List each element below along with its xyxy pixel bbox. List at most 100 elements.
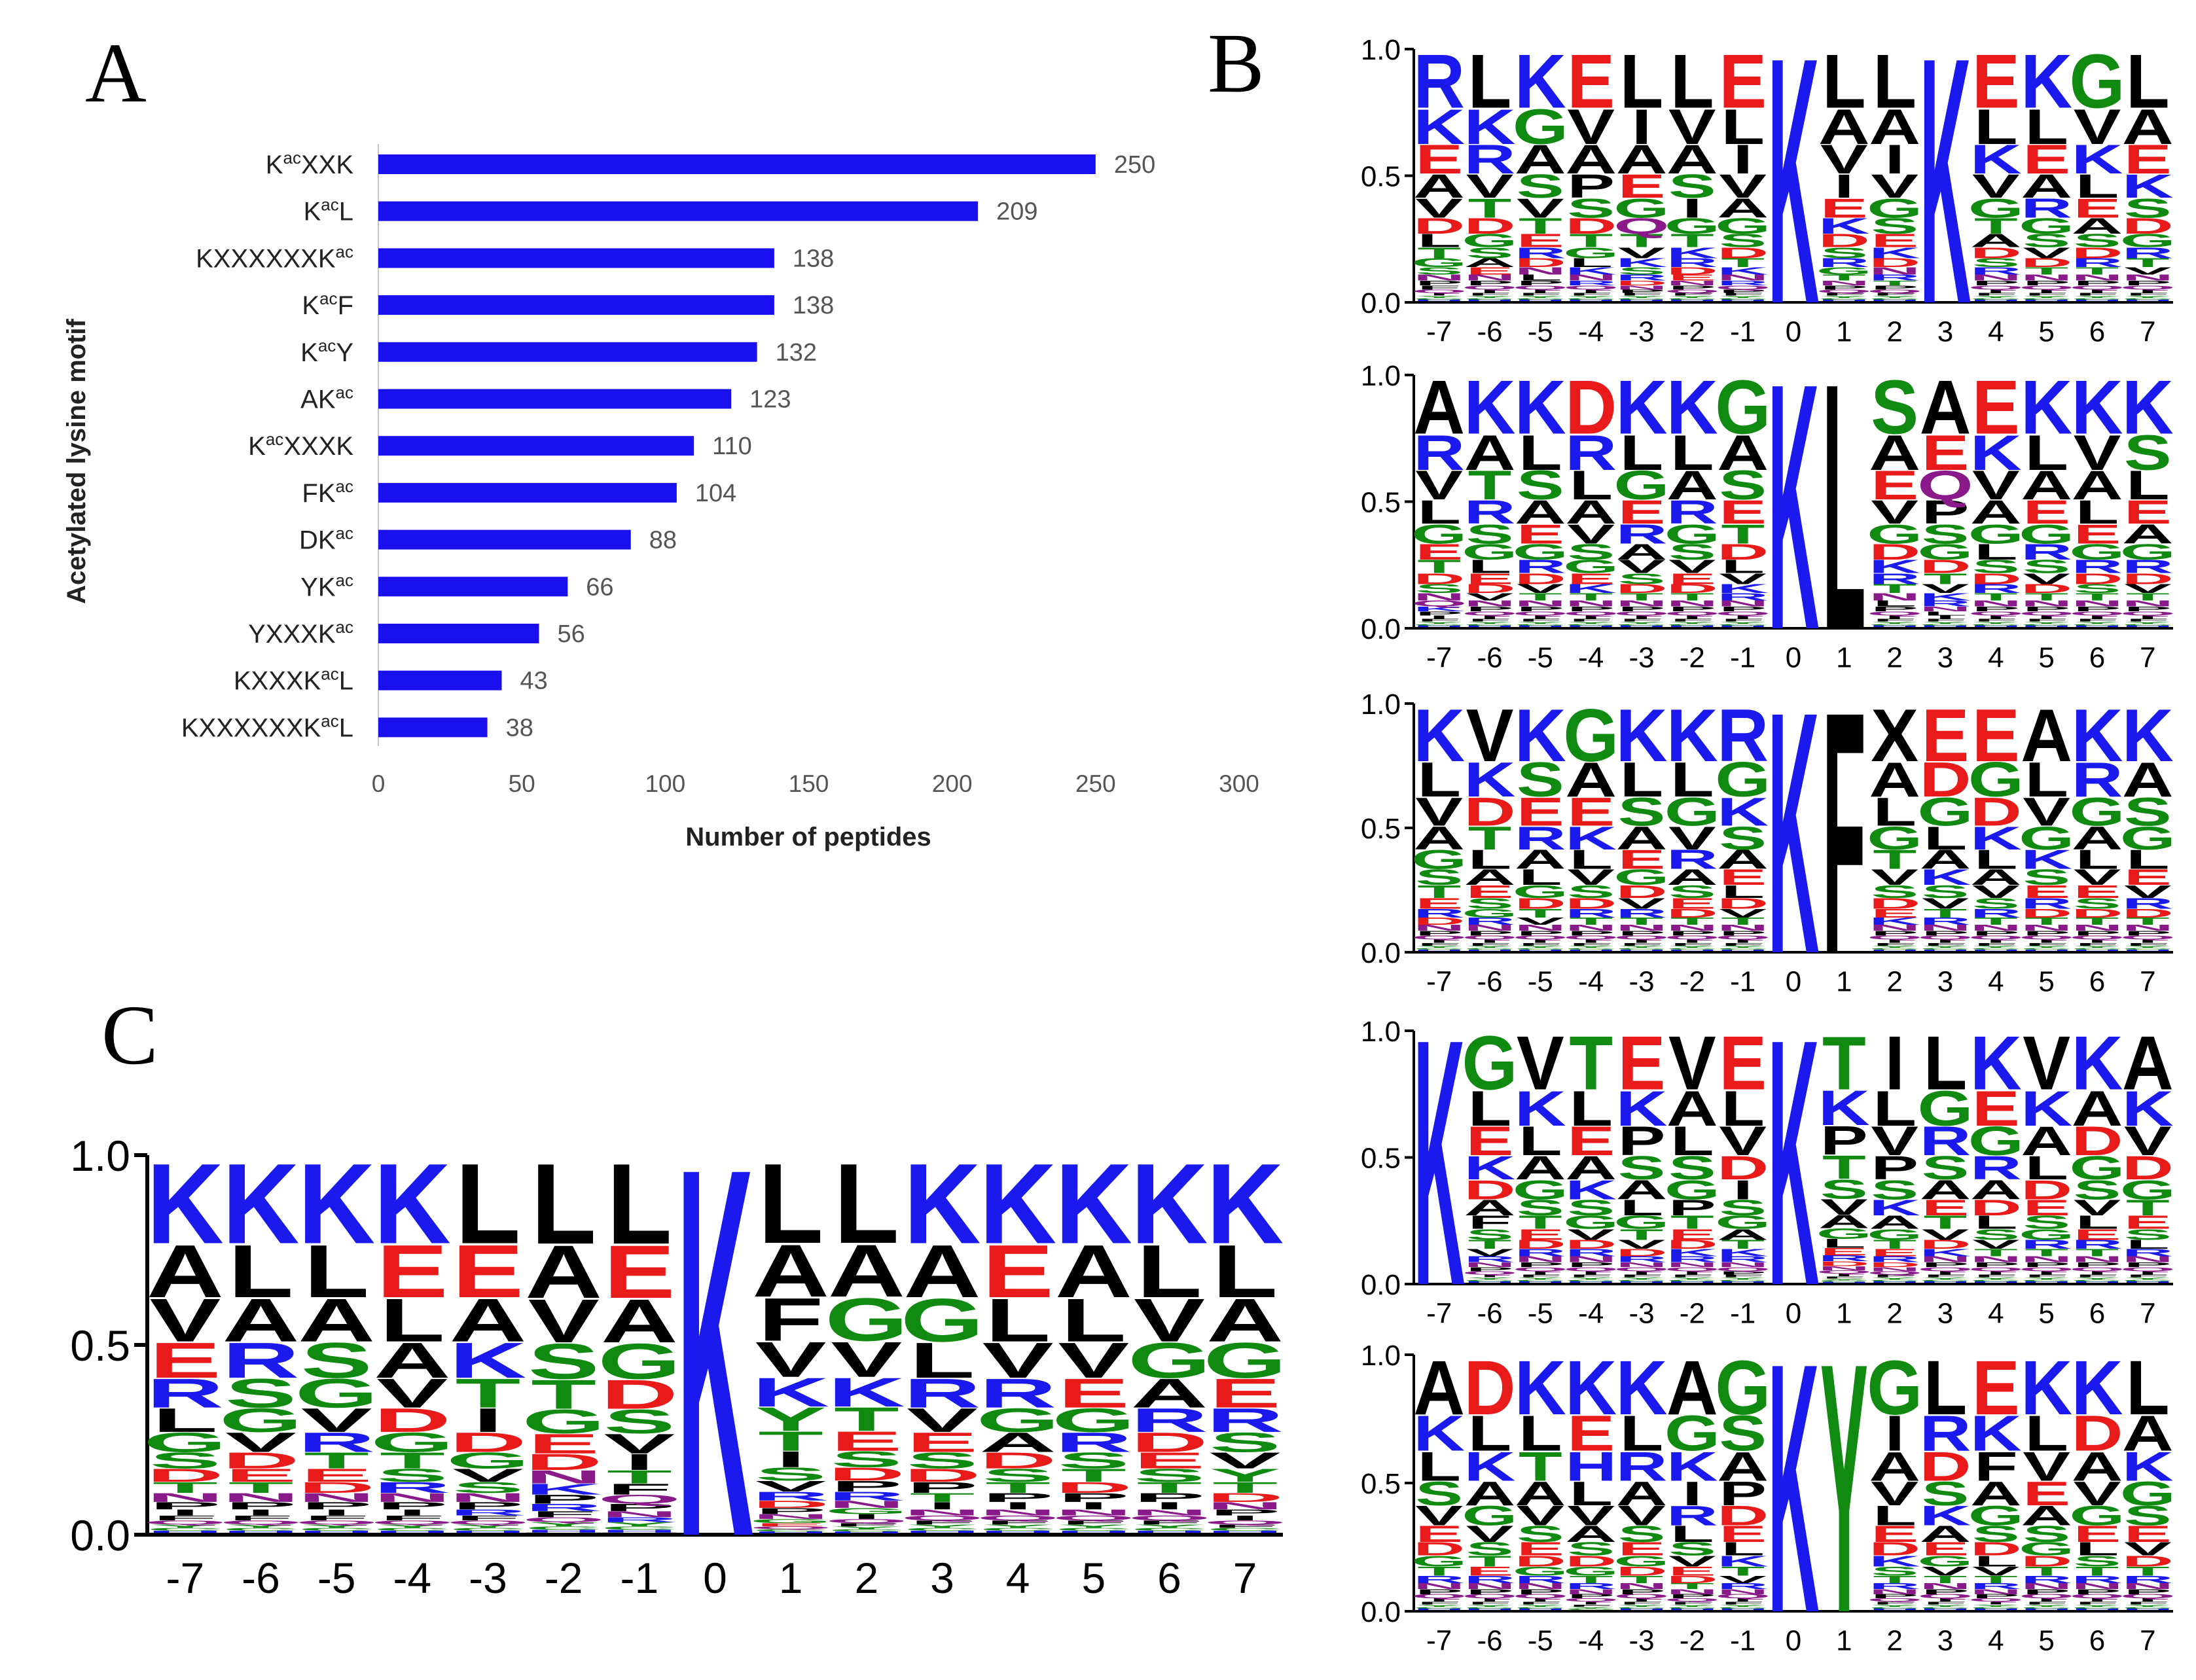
logo-letter: A <box>1869 99 1920 154</box>
logo-letter: T <box>1620 230 1664 251</box>
logo-letter: G <box>2019 213 2074 238</box>
logo-letter: M <box>1966 1283 2026 1285</box>
logo-letter: K <box>2122 168 2174 205</box>
logo-letter: T <box>1468 820 1512 857</box>
logo-letter: I <box>2138 289 2157 294</box>
logo-letter: T <box>1519 591 1562 603</box>
logo-letter: K <box>1616 1345 1668 1431</box>
logo-letter: Y <box>1415 295 1463 298</box>
logo-letter: G <box>1665 789 1720 834</box>
logo-letter: G <box>1462 539 1518 564</box>
logo-letter: D <box>828 1463 905 1484</box>
logo-letter: S <box>1517 168 1564 205</box>
logo-letter: T <box>1721 518 1765 549</box>
logo-letter: L <box>2025 1149 2068 1187</box>
logo-letter: A <box>1970 865 2022 890</box>
logo-letter: I <box>2087 1270 2107 1276</box>
logo-letter: E <box>1618 845 1666 875</box>
logo-letter: E <box>1668 895 1716 912</box>
logo-letter: Y <box>1668 945 1716 948</box>
logo-letter: M <box>897 1532 986 1535</box>
logo-letter: T <box>456 1370 521 1416</box>
logo-letter: L <box>1974 845 2018 875</box>
logo-x-tick: -4 <box>1578 1624 1604 1656</box>
logo-letter: A <box>1413 1345 1465 1431</box>
logo-letter: Y <box>1466 621 1514 624</box>
logo-letter: M <box>1460 301 1520 303</box>
logo-letter: N <box>2072 1255 2123 1264</box>
logo-letter: M <box>2068 301 2127 303</box>
logo-letter: Q <box>1411 935 1467 940</box>
logo-letter: C <box>1970 1606 2022 1609</box>
logo-letter: S <box>1871 213 1918 238</box>
logo-letter: Q <box>1204 1520 1287 1526</box>
logo-letter: A <box>1869 1212 1920 1233</box>
logo-letter: D <box>2021 1552 2072 1569</box>
logo-letter: F <box>1670 942 1714 946</box>
logo-letter: M <box>1916 627 1975 629</box>
logo-letter: K <box>1666 694 1718 777</box>
logo-letter: P <box>2074 279 2121 287</box>
logo-letter: Y <box>452 1524 524 1529</box>
logo-letter: Y <box>2124 945 2172 948</box>
logo-letter: Y <box>1972 945 2020 948</box>
logo-letter: T <box>2025 1247 2068 1259</box>
logo-letter: N <box>1970 923 2022 933</box>
logo-letter: T <box>1974 1247 2018 1259</box>
logo-letter: R <box>1717 591 1769 603</box>
logo-letter: H <box>147 1530 224 1533</box>
logo-letter: F <box>1924 942 1968 946</box>
logo-letter: M <box>2068 627 2127 629</box>
logo-letter: T <box>1417 1564 1461 1579</box>
logo-letter: M <box>1865 627 1924 629</box>
logo-letter: H <box>2021 299 2072 302</box>
logo-letter: Y <box>982 1524 1054 1529</box>
logo-letter: N <box>2072 923 2123 933</box>
logo-letter: Q <box>1968 935 2024 940</box>
logo-letter: T <box>1924 906 1968 920</box>
logo-letter: V <box>1466 694 1514 777</box>
logo-letter: H <box>223 1530 300 1533</box>
logo-letter: R <box>1970 265 2022 277</box>
logo-letter: G <box>1462 1500 1518 1531</box>
logo-letter: L <box>1924 1020 1968 1105</box>
logo-letter: R <box>1616 518 1668 549</box>
logo-letter: G <box>1918 1081 1973 1136</box>
logo-letter: F <box>1569 942 1613 946</box>
logo-letter: L <box>2076 168 2119 205</box>
logo-letter: M <box>1713 301 1773 303</box>
logo-letter: Q <box>1513 611 1568 617</box>
logo-letter: H <box>1920 625 1971 628</box>
logo-x-tick: -4 <box>1578 315 1604 348</box>
logo-letter: H <box>1515 1608 1566 1611</box>
logo-letter: K <box>1869 916 1920 927</box>
logo-letter: S <box>1719 820 1767 857</box>
logo-letter: S <box>1466 1226 1514 1243</box>
logo-letter: M <box>1663 1283 1722 1285</box>
logo-letter: V <box>1719 1118 1767 1164</box>
logo-letter: G <box>1462 230 1518 251</box>
logo-letter: I <box>1733 938 1752 944</box>
logo-letter: V <box>2023 1443 2070 1490</box>
logo-letter: L <box>1417 230 1461 251</box>
logo-letter: N <box>1515 923 1566 933</box>
logo-letter: L <box>1670 752 1714 807</box>
logo-letter: N <box>147 1491 224 1505</box>
logo-letter: D <box>1464 1345 1516 1431</box>
logo-letter: H <box>1055 1530 1132 1533</box>
logo-letter: D <box>1869 1261 1920 1269</box>
logo-letter: L <box>380 1286 445 1355</box>
logo-letter: H <box>2072 1608 2123 1611</box>
logo-letter: P <box>528 1492 600 1507</box>
logo-letter: S <box>1972 1226 2020 1243</box>
logo-letter: E <box>1567 1405 1615 1462</box>
logo-letter: Y <box>1466 1604 1514 1607</box>
logo-x-tick: 2 <box>1886 965 1902 997</box>
logo-letter: H <box>1616 1281 1668 1283</box>
logo-letter: E <box>2124 865 2172 890</box>
logo-letter: F <box>1974 618 2018 622</box>
logo-letter: C <box>601 1526 678 1531</box>
logo-letter: N <box>2122 923 2174 933</box>
logo-letter: N <box>2122 1582 2174 1591</box>
